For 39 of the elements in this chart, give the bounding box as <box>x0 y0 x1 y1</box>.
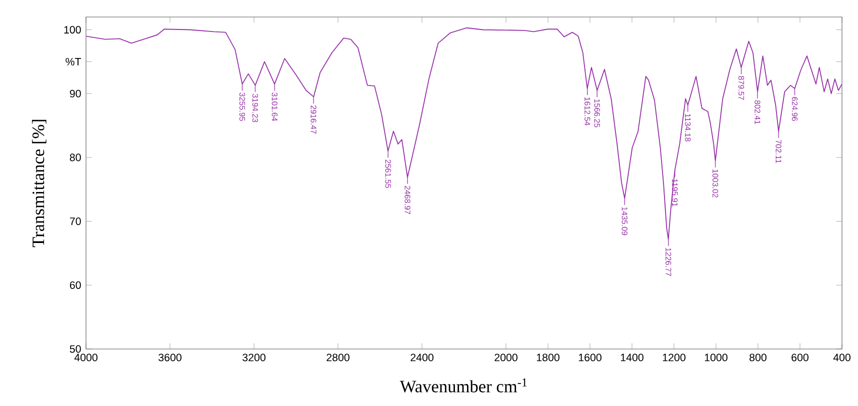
x-tick-label: 1400 <box>620 354 644 362</box>
annotation: 2916.47 <box>310 105 316 134</box>
y-axis-title: Transmittance [%] <box>32 120 46 248</box>
annotation: 1226.77 <box>666 248 672 276</box>
x-tick-label: 600 <box>792 354 808 362</box>
y-tick-label: %T <box>66 58 82 66</box>
annotation: 702.11 <box>776 140 782 164</box>
y-tick-label: 100 <box>64 26 81 34</box>
y-tick-label: 90 <box>70 90 81 98</box>
y-tick-label: 50 <box>70 345 81 353</box>
annotation: 1134.18 <box>684 114 691 142</box>
annotation: 3194.23 <box>252 94 258 122</box>
annotation: 1566.25 <box>594 99 600 128</box>
x-tick-label: 2800 <box>326 354 350 362</box>
x-tick-label: 400 <box>833 354 850 362</box>
x-tick-label: 3200 <box>242 354 266 362</box>
x-axis-title: Wavenumber cm$^{-1}$ <box>400 378 527 392</box>
x-tick-label: 1200 <box>662 354 686 362</box>
y-tick-label: 60 <box>70 281 81 289</box>
annotation: 1003.02 <box>712 170 718 198</box>
x-tick-label: 1000 <box>704 354 728 362</box>
y-tick-label: 80 <box>70 154 81 162</box>
x-tick-label: 3600 <box>158 354 182 362</box>
annotation: 2561.55 <box>385 160 391 188</box>
annotation: 3101.64 <box>272 92 278 121</box>
x-tick-label: 4000 <box>74 354 98 362</box>
x-tick-label: 2400 <box>410 354 434 362</box>
annotation: 2468.97 <box>404 186 410 214</box>
annotation: 3255.95 <box>239 92 246 121</box>
annotation: 1435.09 <box>622 207 628 236</box>
x-tick-label: 2000 <box>494 354 518 362</box>
annotation: 1612.54 <box>584 97 590 126</box>
x-tick-label: 800 <box>750 354 766 362</box>
annotation: 624.96 <box>792 97 798 121</box>
x-tick-label: 1600 <box>578 354 602 362</box>
annotation: 879.57 <box>738 76 744 100</box>
x-tick-label: 1800 <box>536 354 560 362</box>
y-tick-label: 70 <box>70 218 81 226</box>
annotation: 802.41 <box>754 100 760 124</box>
